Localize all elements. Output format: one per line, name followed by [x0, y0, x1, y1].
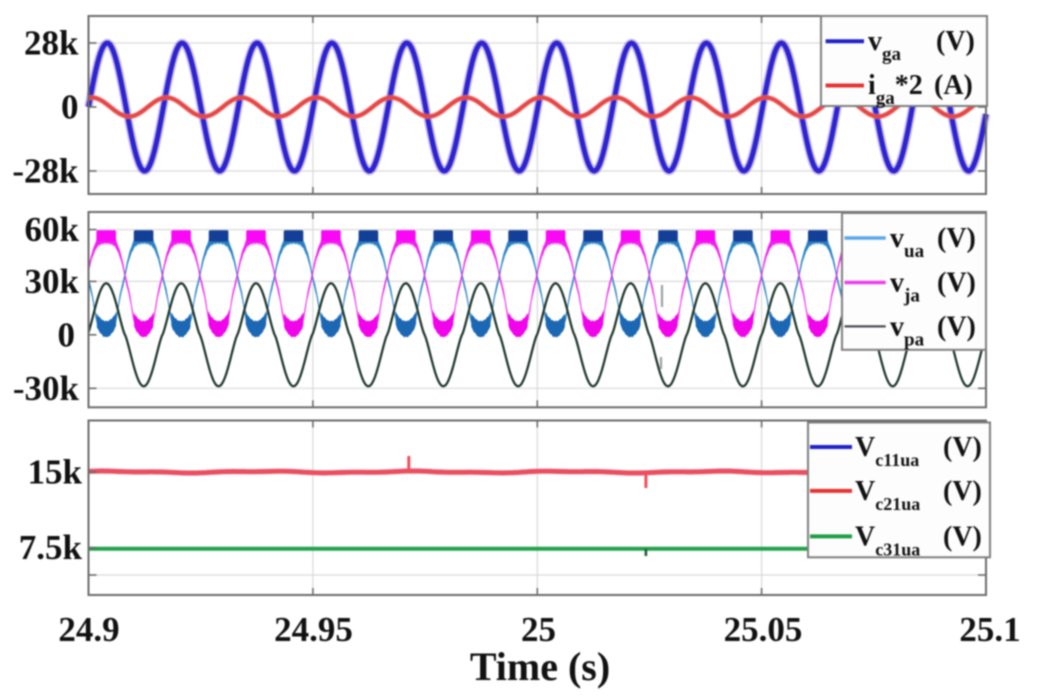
svg-text:28k: 28k: [24, 24, 79, 63]
svg-text:(V): (V): [943, 476, 982, 507]
svg-text:-30k: -30k: [13, 369, 80, 408]
svg-text:(V): (V): [936, 26, 975, 57]
svg-text:(A): (A): [934, 70, 973, 101]
svg-text:60k: 60k: [25, 210, 80, 249]
svg-text:24.9: 24.9: [58, 610, 119, 649]
svg-text:(V): (V): [937, 311, 976, 342]
svg-text:(V): (V): [943, 521, 982, 552]
svg-text:30k: 30k: [25, 262, 80, 301]
svg-text:(V): (V): [937, 268, 976, 299]
svg-text:15k: 15k: [28, 453, 83, 492]
svg-text:25.1: 25.1: [959, 610, 1020, 649]
svg-text:(V): (V): [943, 432, 982, 463]
svg-text:25.05: 25.05: [724, 610, 803, 649]
svg-text:Time (s): Time (s): [470, 644, 610, 689]
svg-text:0: 0: [58, 315, 76, 354]
svg-text:25: 25: [521, 610, 556, 649]
svg-text:7.5k: 7.5k: [19, 528, 83, 567]
svg-text:0: 0: [61, 88, 79, 127]
svg-text:24.95: 24.95: [274, 610, 353, 649]
svg-text:-28k: -28k: [12, 152, 79, 191]
svg-text:(V): (V): [937, 223, 976, 254]
